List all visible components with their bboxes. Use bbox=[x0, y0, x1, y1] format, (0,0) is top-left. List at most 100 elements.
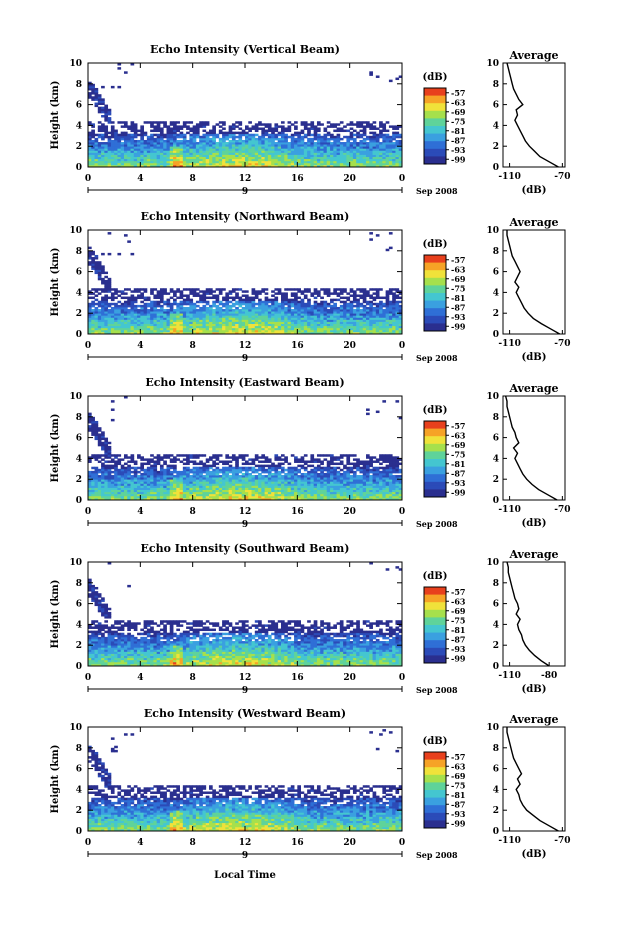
heatmap-cell bbox=[186, 477, 190, 480]
heatmap-cell bbox=[101, 493, 105, 497]
heatmap-cell bbox=[258, 460, 262, 463]
heatmap-cell bbox=[166, 154, 171, 157]
heatmap-cell bbox=[94, 315, 99, 318]
colorbar-segment bbox=[424, 302, 446, 305]
heatmap-cell bbox=[94, 425, 99, 428]
heatmap-cell bbox=[297, 306, 302, 310]
heatmap-cell bbox=[271, 290, 275, 293]
heatmap-cell bbox=[254, 327, 259, 331]
heatmap-cell bbox=[339, 152, 344, 155]
heatmap-cell bbox=[110, 479, 115, 482]
heatmap-cell bbox=[222, 152, 226, 155]
heatmap-cell bbox=[284, 306, 288, 310]
heatmap-cell bbox=[123, 123, 128, 126]
heatmap-cell bbox=[179, 160, 184, 164]
heatmap-cell bbox=[333, 137, 337, 141]
heatmap-cell bbox=[137, 160, 141, 164]
heatmap-cell bbox=[343, 315, 347, 318]
heatmap-cell bbox=[202, 311, 207, 314]
heatmap-cell bbox=[215, 327, 220, 331]
heatmap-cell bbox=[254, 483, 259, 486]
heatmap-cell bbox=[333, 323, 337, 327]
heatmap-cell bbox=[356, 327, 360, 331]
heatmap-cell bbox=[258, 475, 262, 478]
heatmap-cell bbox=[362, 164, 367, 167]
heatmap-cell bbox=[186, 125, 190, 128]
heatmap-cell bbox=[346, 329, 351, 333]
heatmap-cell bbox=[267, 323, 272, 327]
heatmap-cell bbox=[133, 466, 138, 470]
heatmap-cell bbox=[150, 144, 154, 147]
heatmap-cell bbox=[133, 288, 138, 291]
heatmap-cell bbox=[159, 311, 164, 314]
heatmap-cell bbox=[330, 142, 334, 145]
heatmap-cell bbox=[146, 323, 151, 327]
heatmap-cell bbox=[110, 129, 115, 133]
heatmap-cell bbox=[130, 329, 135, 333]
heatmap-cell bbox=[110, 325, 115, 329]
heatmap-cell bbox=[91, 288, 95, 291]
colorbar-segment bbox=[424, 126, 446, 129]
heatmap-cell bbox=[326, 327, 331, 331]
heatmap-cell bbox=[392, 162, 396, 166]
heatmap-cell bbox=[231, 313, 236, 316]
heatmap-cell bbox=[254, 331, 259, 334]
heatmap-cell bbox=[88, 456, 92, 459]
heatmap-cell bbox=[238, 487, 243, 490]
heatmap-cell bbox=[209, 325, 213, 329]
heatmap-cell bbox=[205, 483, 210, 486]
heatmap-cell bbox=[336, 298, 341, 302]
heatmap-cell bbox=[209, 475, 213, 478]
heatmap-cell bbox=[182, 477, 187, 480]
heatmap-cell bbox=[375, 315, 380, 318]
heatmap-cell bbox=[94, 146, 99, 149]
heatmap-cell bbox=[398, 160, 402, 164]
heatmap-cell bbox=[94, 477, 99, 480]
heatmap-cell bbox=[267, 311, 272, 314]
heatmap-cell bbox=[186, 309, 190, 312]
heatmap-cell bbox=[88, 311, 92, 314]
colorbar-segment bbox=[424, 289, 446, 292]
heatmap-cell bbox=[143, 495, 148, 499]
heatmap-cell bbox=[195, 323, 200, 327]
heatmap-cell bbox=[91, 160, 95, 164]
heatmap-cell bbox=[107, 142, 112, 145]
heatmap-cell bbox=[379, 148, 383, 151]
heatmap-cell bbox=[153, 456, 158, 459]
heatmap-cell bbox=[359, 331, 364, 334]
heatmap-cell bbox=[241, 142, 246, 145]
heatmap-cell bbox=[176, 472, 180, 476]
heatmap-cell bbox=[189, 146, 194, 149]
heatmap-cell bbox=[166, 146, 171, 149]
heatmap-cell bbox=[366, 152, 370, 155]
heatmap-cell bbox=[182, 125, 187, 128]
heatmap-cell bbox=[163, 495, 167, 499]
heatmap-cell bbox=[254, 123, 259, 126]
heatmap-cell bbox=[179, 495, 184, 499]
heatmap-cell bbox=[209, 479, 213, 482]
heatmap-cell bbox=[159, 481, 164, 484]
heatmap-cell bbox=[231, 123, 236, 126]
heatmap-cell bbox=[153, 144, 158, 147]
heatmap-cell bbox=[382, 150, 387, 153]
heatmap-cell bbox=[110, 292, 115, 295]
heatmap-cell bbox=[123, 313, 128, 316]
heatmap-cell bbox=[388, 152, 393, 155]
heatmap-cell bbox=[271, 133, 275, 137]
heatmap-cell bbox=[222, 325, 226, 329]
heatmap-cell bbox=[366, 319, 370, 322]
heatmap-cell bbox=[264, 158, 269, 162]
heatmap-cell bbox=[110, 146, 115, 149]
heatmap-cell bbox=[107, 450, 112, 453]
heatmap-cell bbox=[287, 325, 292, 329]
heatmap-cell bbox=[123, 466, 128, 470]
heatmap-cell bbox=[231, 288, 236, 291]
heatmap-cell bbox=[150, 470, 154, 474]
heatmap-cell bbox=[366, 148, 370, 151]
heatmap-cell bbox=[372, 319, 377, 322]
heatmap-cell bbox=[379, 313, 383, 316]
heatmap-cell bbox=[209, 458, 213, 461]
heatmap-cell bbox=[359, 164, 364, 167]
heatmap-cell bbox=[209, 466, 213, 470]
heatmap-cell bbox=[209, 472, 213, 476]
